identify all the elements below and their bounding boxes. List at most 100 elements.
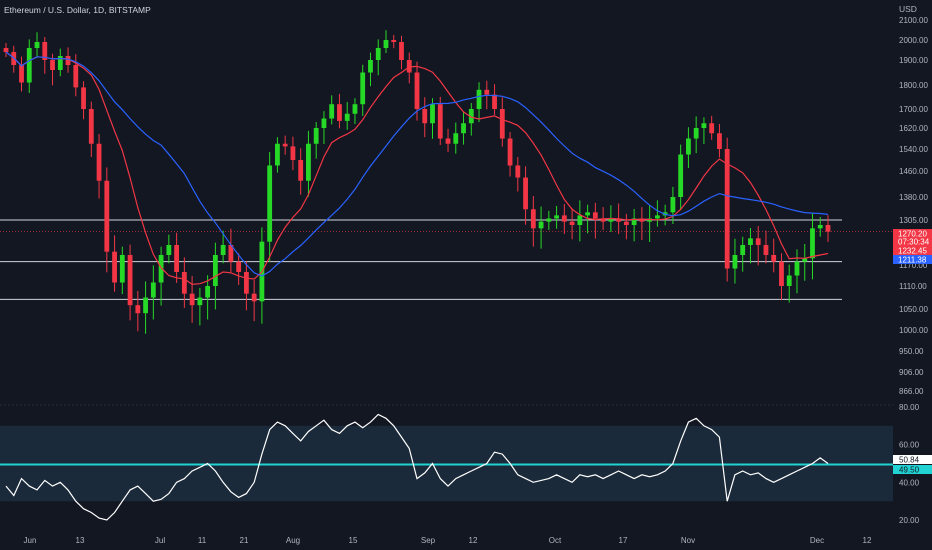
price-tick-label: 1050.00 — [899, 305, 928, 314]
candle-body — [197, 297, 203, 306]
candle-body — [468, 109, 474, 124]
candle-body — [810, 228, 815, 259]
candle-body — [825, 225, 831, 232]
candle-body — [608, 218, 614, 222]
candle-body — [143, 297, 148, 314]
x-tick-label: 15 — [349, 536, 358, 545]
rsi-value-box — [893, 455, 932, 464]
candle-body — [476, 89, 482, 109]
candle-body — [158, 255, 164, 283]
candle-body — [306, 143, 311, 181]
candle-body — [399, 42, 404, 60]
candle-body — [243, 272, 249, 294]
candle-body — [282, 143, 288, 147]
candle-body — [127, 255, 133, 306]
price-tick-label: 1800.00 — [899, 81, 928, 90]
candle-body — [329, 104, 335, 119]
candle-body — [616, 218, 622, 222]
price-tick-label: 1000.00 — [899, 326, 928, 335]
candle-body — [42, 42, 48, 60]
candle-body — [786, 275, 792, 286]
candle-body — [406, 60, 412, 73]
candle-body — [732, 255, 738, 269]
candle-body — [205, 286, 211, 298]
candle-body — [577, 215, 583, 225]
candle-body — [794, 261, 800, 276]
candle-body — [267, 165, 273, 242]
rsi-tick-label: 20.00 — [899, 516, 920, 525]
candle-body — [585, 212, 591, 216]
candle-body — [321, 118, 327, 128]
candle-body — [50, 60, 55, 70]
candle-body — [383, 40, 389, 48]
ma-fast-line — [5, 51, 829, 286]
candle-body — [391, 40, 397, 42]
candle-body — [569, 221, 575, 225]
candle-body — [693, 128, 699, 139]
candle-body — [546, 218, 552, 222]
candle-body — [631, 218, 637, 225]
x-tick-label: 17 — [619, 536, 628, 545]
price-tick-label: 2000.00 — [899, 36, 928, 45]
candle-body — [375, 48, 381, 60]
price-marker-box — [893, 246, 932, 255]
candle-body — [709, 123, 715, 134]
candle-body — [748, 238, 753, 245]
candle-body — [523, 177, 528, 210]
candle-body — [437, 104, 443, 139]
candle-body — [817, 225, 823, 229]
price-tick-label: 950.00 — [899, 347, 924, 356]
price-marker-box — [893, 237, 932, 246]
price-tick-label: 906.00 — [899, 368, 924, 377]
candle-body — [220, 245, 226, 255]
candle-body — [228, 245, 234, 262]
candle-body — [538, 221, 544, 229]
candle-body — [73, 65, 79, 88]
price-marker-box — [893, 229, 932, 238]
candle-body — [26, 48, 32, 83]
candle-body — [81, 87, 86, 109]
candle-body — [189, 293, 195, 306]
candle-body — [515, 165, 521, 178]
candle-body — [414, 72, 420, 109]
candle-body — [290, 146, 296, 160]
price-marker-label: 1211.38 — [898, 256, 927, 265]
candle-body — [445, 138, 451, 144]
candle-body — [779, 261, 784, 286]
candle-body — [19, 65, 24, 83]
x-tick-label: Nov — [681, 536, 695, 545]
rsi-pane — [0, 413, 893, 521]
x-tick-label: Jun — [24, 536, 37, 545]
x-tick-label: Jul — [155, 536, 165, 545]
candle-body — [352, 104, 358, 114]
candle-body — [135, 305, 141, 314]
x-tick-label: Aug — [286, 536, 300, 545]
candle-body — [499, 109, 505, 139]
candle-body — [96, 143, 102, 181]
candle-body — [755, 238, 761, 245]
price-tick-label: 1110.00 — [899, 282, 927, 291]
price-marker-box — [893, 255, 932, 264]
candle-body — [678, 154, 684, 197]
price-tick-label: 2100.00 — [899, 16, 928, 25]
candle-body — [701, 123, 707, 128]
x-tick-label: Dec — [810, 536, 824, 545]
candle-body — [275, 143, 280, 166]
candle-body — [360, 72, 366, 105]
candle-body — [623, 221, 629, 225]
x-tick-label: 12 — [863, 536, 872, 545]
candle-body — [181, 272, 187, 294]
chart-title: Ethereum / U.S. Dollar, 1D, BITSTAMP — [4, 5, 151, 15]
x-tick-label: 11 — [198, 536, 207, 545]
candle-body — [368, 60, 373, 73]
candle-body — [344, 113, 350, 121]
candle-body — [3, 48, 9, 52]
rsi-signal-value-label: 49.50 — [899, 466, 920, 475]
candle-body — [724, 149, 730, 269]
candle-body — [112, 251, 117, 283]
candle-body — [150, 282, 156, 298]
candle-body — [530, 209, 536, 229]
candle-body — [65, 56, 71, 65]
candle-body — [484, 89, 490, 95]
rsi-tick-label: 80.00 — [899, 403, 920, 412]
